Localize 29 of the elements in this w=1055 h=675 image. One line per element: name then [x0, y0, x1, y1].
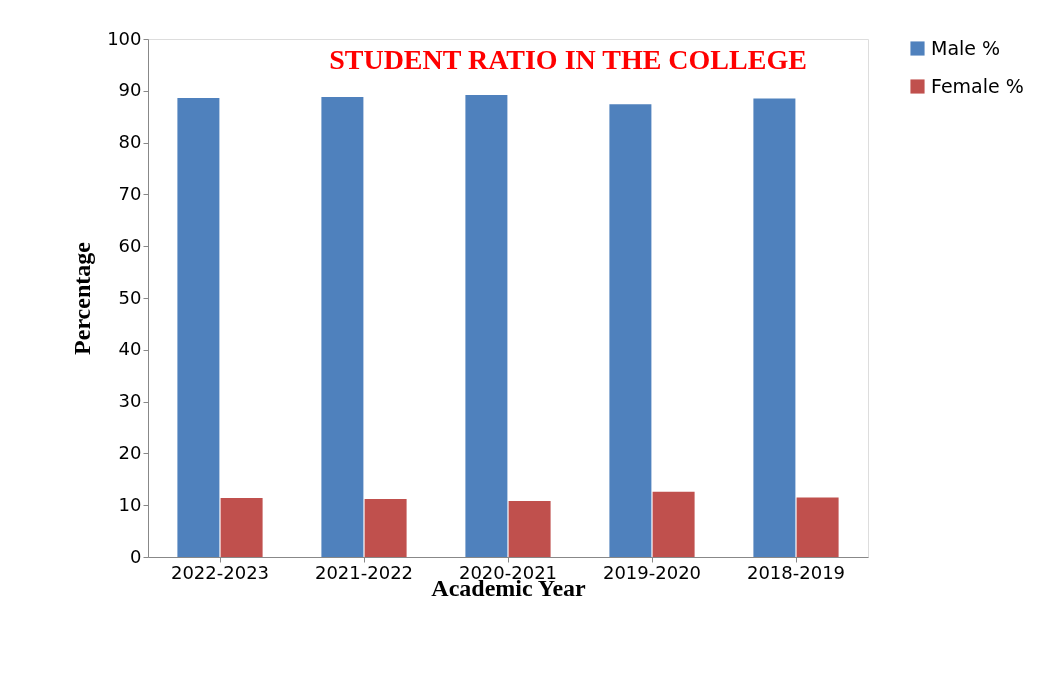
- x-tick-label: 2021-2022: [314, 561, 414, 583]
- chart-title: STUDENT RATIO IN THE COLLEGE: [329, 44, 807, 75]
- bar: [609, 104, 652, 557]
- y-tick-label: 60: [118, 234, 142, 256]
- bar: [753, 98, 796, 557]
- y-tick-label: 70: [118, 182, 142, 204]
- y-tick-label: 50: [118, 286, 142, 308]
- y-tick-label: 80: [118, 131, 142, 153]
- y-axis-title: Percentage: [69, 241, 96, 355]
- legend-label: Female %: [931, 74, 1024, 97]
- bar: [652, 491, 695, 557]
- x-tick-label: 2022-2023: [170, 561, 270, 583]
- bar: [321, 97, 364, 557]
- x-tick-label: 2018-2019: [746, 561, 846, 583]
- legend-label: Male %: [931, 36, 1001, 59]
- bar: [220, 497, 263, 557]
- y-tick-label: 0: [130, 545, 142, 567]
- y-tick-label: 40: [118, 338, 142, 360]
- y-tick-label: 10: [118, 493, 142, 515]
- bar: [465, 94, 508, 557]
- y-tick-label: 90: [118, 79, 142, 101]
- x-tick-label: 2019-2020: [602, 561, 702, 583]
- y-tick-label: 20: [118, 441, 142, 463]
- bar: [508, 501, 551, 557]
- bar: [177, 98, 220, 557]
- bar: [796, 497, 839, 557]
- bar: [364, 498, 407, 557]
- y-tick-label: 30: [118, 390, 142, 412]
- y-tick-label: 100: [107, 27, 142, 49]
